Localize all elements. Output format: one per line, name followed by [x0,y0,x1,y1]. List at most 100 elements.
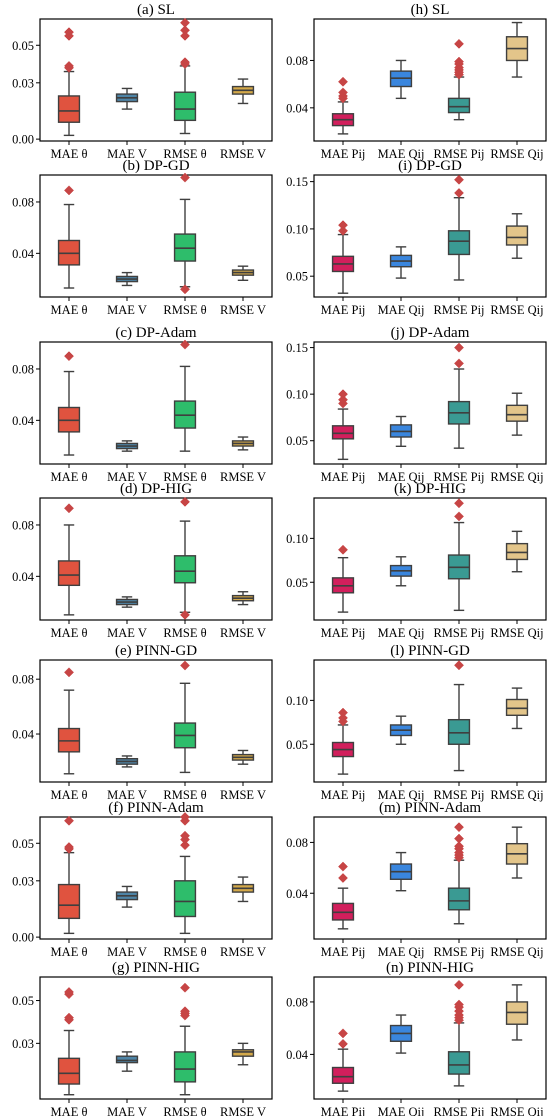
plot-frame [39,341,273,465]
outlier-marker [338,76,348,87]
panel-title: (b) DP-GD [122,158,189,174]
box-2: MAE Qij [378,415,425,484]
y-tick-label: 0.10 [286,222,308,236]
box-iqr [331,1066,355,1084]
outlier-marker [180,840,190,851]
panel-title: (d) DP-HIG [120,481,192,497]
chart-panel-13: (g) PINN-HIG 0.03 0.05 MAE θ MAE V RMSE θ RMSE… [12,960,273,1116]
box-2: MAE V [107,885,147,959]
y-tick-label: 0.05 [286,738,308,752]
x-tick-label: RMSE θ [163,470,206,484]
y-tick-label: 0.15 [286,175,308,189]
chart-panel-11: (f) PINN-Adam 0.00 0.03 0.05 MAE θ MAE V RMSE … [12,800,273,959]
outlier-marker [338,394,348,405]
box-3: RMSE θ [163,812,207,959]
outlier-marker [338,544,348,555]
box-1: MAE Pij [321,1028,366,1116]
y-tick-label: 0.08 [12,362,34,376]
x-tick-label: MAE θ [51,303,88,317]
x-tick-label: RMSE θ [163,945,206,959]
box-2: MAE Qij [378,1014,425,1116]
chart-panel-6: (j) DP-Adam 0.05 0.10 0.15 MAE Pij MAE Qij RMS… [286,325,547,484]
x-tick-label: RMSE Qij [490,945,543,959]
outlier-marker [64,987,74,997]
x-tick-label: MAE Qij [378,1105,425,1116]
x-tick-label: MAE V [107,470,147,484]
panel-title: (j) DP-Adam [391,325,470,341]
y-tick-label: 0.00 [12,133,34,147]
box-1: MAE θ [51,351,88,484]
outlier-marker [338,87,348,98]
y-tick-label: 0.08 [286,995,308,1009]
outlier-marker [338,220,348,231]
box-3: RMSE θ [163,339,207,484]
x-tick-label: RMSE Pij [433,303,484,317]
y-tick-label: 0.04 [286,101,309,115]
x-tick-label: MAE Qij [378,945,425,959]
plot-frame [39,816,273,940]
y-tick-label: 0.04 [12,728,35,742]
outlier-marker [180,982,190,993]
x-tick-label: RMSE V [220,1105,266,1116]
y-tick-label: 0.03 [12,76,34,90]
chart-panel-5: (c) DP-Adam 0.04 0.08 MAE θ MAE V RMSE θ RMSE … [12,325,273,484]
x-tick-label: MAE V [107,626,147,640]
outlier-marker [64,351,74,362]
plot-frame [313,18,547,142]
outlier-marker [454,342,464,353]
box-4: RMSE Qij [490,687,544,802]
box-2: MAE Qij [378,246,425,317]
y-tick-label: 0.08 [12,673,34,687]
box-3: RMSE θ [163,660,207,802]
x-tick-label: RMSE θ [163,788,206,802]
box-4: RMSE V [220,876,266,959]
x-tick-label: MAE Qij [378,626,425,640]
x-tick-label: MAE Qij [378,303,425,317]
outlier-marker [180,30,190,41]
box-iqr [447,97,471,114]
outlier-marker [64,842,74,852]
box-1: MAE θ [51,185,88,317]
panel-title: (e) PINN-GD [115,643,197,659]
outlier-marker [454,511,464,522]
chart-panel-12: (m) PINN-Adam 0.04 0.08 MAE Pij MAE Qij RMSE … [286,800,547,959]
outlier-marker [454,174,464,185]
y-tick-label: 0.08 [286,836,308,850]
x-tick-label: MAE θ [51,470,88,484]
box-iqr [115,1055,139,1064]
y-tick-label: 0.15 [286,341,308,355]
x-tick-label: MAE θ [51,626,88,640]
outlier-marker [338,1028,348,1039]
chart-panel-4: (i) DP-GD 0.05 0.10 0.15 MAE Pij MAE Qij RMSE … [286,158,547,317]
outlier-marker [454,660,464,671]
x-tick-label: MAE Pij [321,470,366,484]
box-iqr [57,560,81,587]
box-iqr [173,555,197,584]
outlier-marker [180,830,190,841]
box-iqr [505,698,529,716]
box-4: RMSE Qij [490,21,544,161]
x-tick-label: MAE θ [51,788,88,802]
x-tick-label: MAE Pij [321,1105,366,1116]
box-3: RMSE Pij [433,174,485,317]
panel-title: (g) PINN-HIG [112,960,200,976]
panel-title: (h) SL [411,2,450,18]
y-tick-label: 0.05 [12,994,34,1008]
chart-panel-14: (n) PINN-HIG 0.04 0.08 MAE Pij MAE Qij RMSE P… [286,960,547,1116]
box-1: MAE Pij [321,220,365,317]
outlier-marker [338,712,348,723]
x-tick-label: MAE Qij [378,470,425,484]
outlier-marker [64,27,74,38]
x-tick-label: MAE Pij [321,147,366,161]
x-tick-label: RMSE θ [163,147,206,161]
x-tick-label: RMSE Pij [433,1105,484,1116]
box-2: MAE V [107,596,147,640]
box-iqr [173,1051,197,1083]
outlier-marker [338,873,348,883]
outlier-marker [180,57,190,68]
x-tick-label: MAE θ [51,147,88,161]
x-tick-label: RMSE Pij [433,470,484,484]
box-iqr [57,1057,81,1085]
box-3: RMSE Pij [433,38,485,161]
